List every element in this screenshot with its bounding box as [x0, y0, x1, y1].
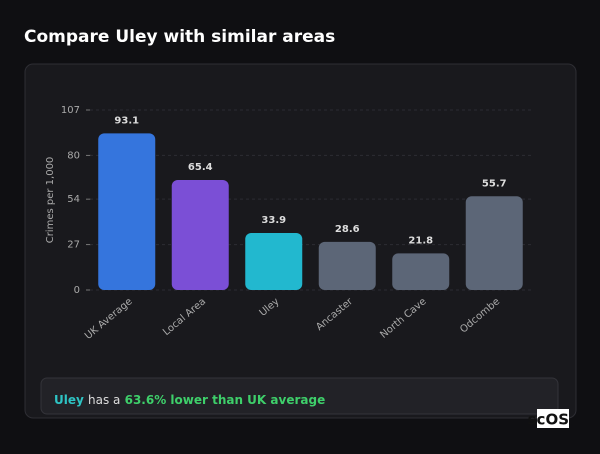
logo-box [537, 409, 569, 428]
y-tick-label: 27 [67, 240, 80, 251]
bar [465, 196, 523, 290]
value-label: 33.9 [261, 215, 286, 226]
summary-middle: has a [88, 393, 120, 407]
value-label: 65.4 [188, 162, 213, 173]
y-tick-label: 54 [67, 194, 80, 205]
y-tick-label: 107 [61, 105, 80, 116]
bar [98, 133, 156, 290]
summary-text: Uley has a 63.6% lower than UK average [54, 393, 325, 407]
value-label: 93.1 [114, 115, 139, 126]
value-label: 21.8 [408, 235, 433, 246]
summary-area: Uley [54, 393, 84, 407]
y-axis-label: Crimes per 1,000 [45, 157, 56, 244]
page-title: Compare Uley with similar areas [24, 27, 335, 47]
y-tick-label: 0 [74, 285, 80, 296]
bar [392, 253, 450, 290]
summary-box [40, 377, 559, 415]
bar [171, 179, 229, 290]
summary-comparison: 63.6% lower than UK average [125, 393, 326, 407]
logo: scOS [528, 411, 569, 429]
value-label: 55.7 [482, 178, 507, 189]
bar [245, 232, 303, 290]
value-label: 28.6 [335, 224, 360, 235]
bar [318, 241, 376, 290]
y-tick-label: 80 [67, 150, 80, 161]
